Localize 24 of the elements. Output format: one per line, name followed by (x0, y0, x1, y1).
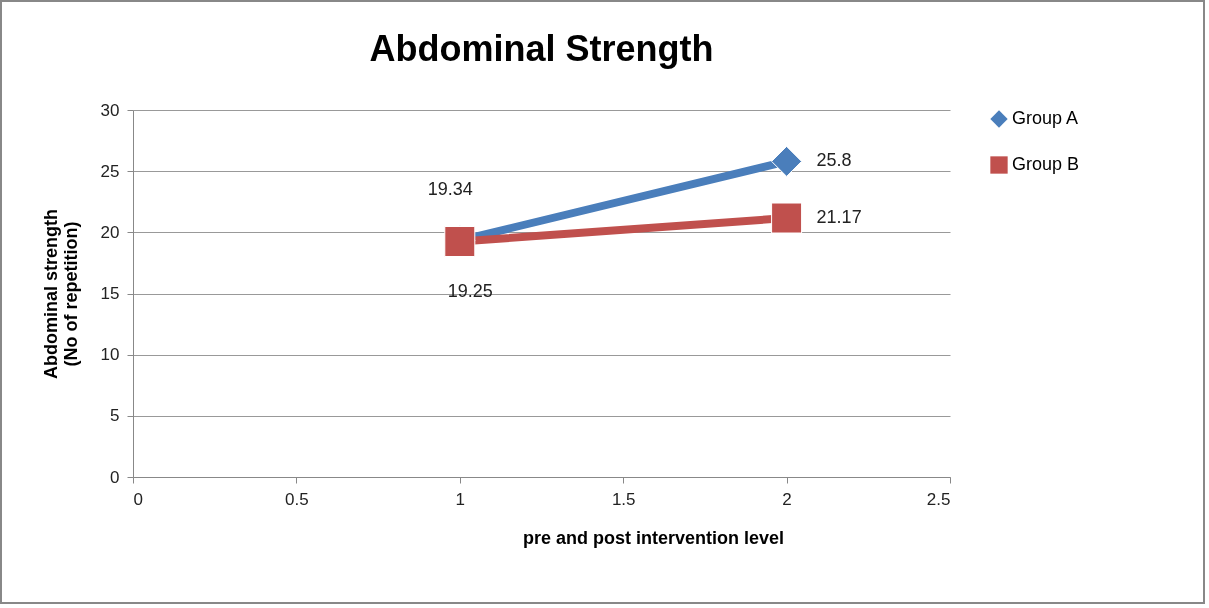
x-tick-label: 1 (455, 489, 466, 509)
data-label: 19.34 (427, 179, 473, 200)
x-tick-label: 2.5 (926, 489, 951, 509)
y-tick-label: 25 (100, 161, 120, 181)
x-tick-label: 1.5 (611, 489, 636, 509)
point (771, 145, 803, 177)
y-tick-label: 0 (110, 467, 120, 487)
data-label: 19.25 (447, 280, 493, 301)
point (771, 202, 803, 234)
x-tick-label: 0 (133, 489, 143, 509)
data-label: 21.17 (816, 207, 862, 228)
y-tick-label: 30 (100, 100, 120, 120)
x-tick-label: 2 (782, 489, 792, 509)
legend-label: Group A (1012, 108, 1079, 128)
y-tick-label: 10 (100, 345, 120, 365)
x-axis-title: pre and post intervention level (522, 527, 785, 548)
y-tick-label: 20 (100, 222, 120, 242)
y-tick-label: 5 (110, 406, 120, 426)
legend-label: Group B (1012, 154, 1080, 174)
y-tick-label: 15 (100, 284, 120, 303)
x-tick-label: 0.5 (285, 489, 309, 509)
chart-title: Abdominal Strength (369, 28, 714, 69)
y-axis-title: Abdominal strength (No of repetition) (40, 209, 81, 379)
data-label: 25.8 (816, 150, 852, 171)
